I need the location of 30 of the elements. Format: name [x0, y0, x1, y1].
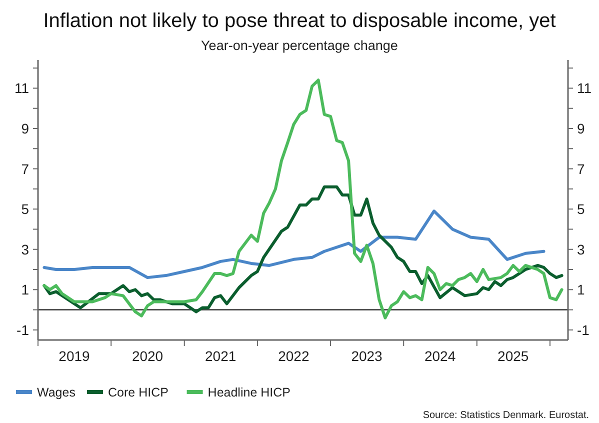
- y2-tick-label: 1: [577, 282, 585, 298]
- chart-title: Inflation not likely to pose threat to disposable income, yet: [43, 10, 556, 32]
- y-tick-label: 11: [14, 80, 30, 96]
- y2-tick-label: 7: [577, 160, 585, 177]
- y-tick-label: 7: [21, 160, 30, 177]
- x-tick-label: 2024: [424, 348, 456, 364]
- y2-tick-label: 5: [577, 201, 585, 218]
- x-tick-label: 2025: [498, 348, 529, 364]
- x-tick-label: 2020: [132, 348, 164, 364]
- source-note: Source: Statistics Denmark. Eurostat.: [422, 410, 589, 421]
- legend-label: Core HICP: [108, 386, 168, 400]
- line-series: [42, 185, 564, 314]
- y2-tick-label: 11: [577, 80, 592, 96]
- x-tick-label: 2019: [58, 348, 90, 364]
- x-tick-label: 2023: [351, 348, 383, 364]
- y-tick-label: 1: [21, 282, 30, 298]
- legend-label: Wages: [37, 386, 76, 400]
- y2-tick-label: 3: [577, 241, 585, 258]
- legend-label: Headline HICP: [208, 386, 290, 400]
- x-tick-label: 2022: [278, 348, 310, 364]
- y2-tick-label: 9: [577, 120, 585, 136]
- y-tick-label: 9: [21, 120, 30, 136]
- y2-tick-label: -1: [577, 322, 590, 338]
- line-series: [42, 210, 546, 280]
- y-tick-label: -1: [16, 322, 30, 338]
- chart-subtitle: Year-on-year percentage change: [201, 38, 398, 53]
- line-series: [42, 78, 564, 320]
- x-tick-label: 2021: [205, 348, 236, 364]
- y-tick-label: 5: [21, 201, 30, 218]
- y-tick-label: 3: [21, 241, 30, 258]
